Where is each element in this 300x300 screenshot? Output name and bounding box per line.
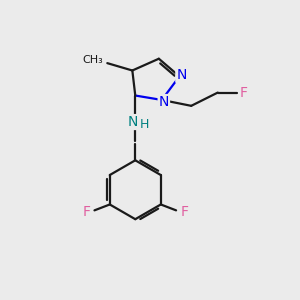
Text: F: F — [239, 85, 247, 100]
Text: F: F — [180, 205, 188, 219]
Text: H: H — [140, 118, 149, 131]
Text: N: N — [159, 95, 169, 109]
Text: CH₃: CH₃ — [82, 55, 103, 65]
Text: F: F — [82, 205, 90, 219]
Text: N: N — [176, 68, 187, 82]
Text: N: N — [128, 115, 138, 129]
